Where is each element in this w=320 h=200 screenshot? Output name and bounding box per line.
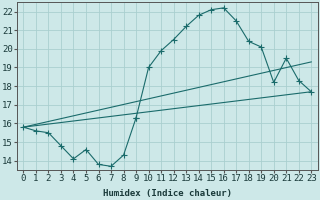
X-axis label: Humidex (Indice chaleur): Humidex (Indice chaleur) xyxy=(103,189,232,198)
